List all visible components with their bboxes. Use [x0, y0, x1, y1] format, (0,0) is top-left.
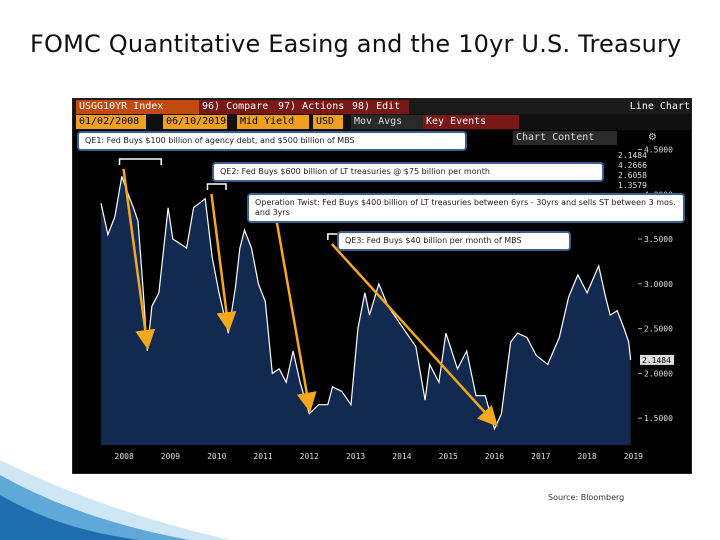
- actions-button[interactable]: 97) Actions: [275, 100, 351, 114]
- yield-line: [100, 176, 632, 431]
- edit-number: 98): [352, 101, 371, 112]
- x-tick-label: 2014: [392, 452, 411, 461]
- y-tick-label: 2.0000: [644, 369, 673, 378]
- legend-value: 2.6058: [618, 171, 647, 180]
- compare-number: 96): [202, 101, 221, 112]
- start-date-field[interactable]: 01/02/2008: [76, 115, 146, 129]
- x-tick-label: 2011: [253, 452, 272, 461]
- qe1-callout: QE1: Fed Buys $100 billion of agency deb…: [77, 131, 467, 151]
- y-tick-label: 2.5000: [644, 325, 673, 334]
- source-note: Source: Bloomberg: [548, 493, 625, 502]
- operation-twist-callout: Operation Twist: Fed Buys $400 billion o…: [247, 193, 685, 223]
- yield-chart: 1.50002.00002.50003.00003.50004.00004.50…: [100, 145, 674, 461]
- x-tick-label: 2008: [115, 452, 134, 461]
- slide-title: FOMC Quantitative Easing and the 10yr U.…: [30, 30, 682, 58]
- bracket-qe1: [118, 158, 162, 165]
- yield-area: [101, 176, 631, 446]
- y-tick-label: 3.5000: [644, 235, 673, 244]
- arrow-qe3: [330, 243, 498, 427]
- end-date-field[interactable]: 06/10/2019: [163, 115, 227, 129]
- actions-number: 97): [278, 101, 297, 112]
- chart-content-button[interactable]: Chart Content: [513, 131, 617, 145]
- qe3-callout: QE3: Fed Buys $40 billion per month of M…: [337, 231, 571, 251]
- x-tick-label: 2012: [300, 452, 319, 461]
- x-tick-label: 2015: [439, 452, 458, 461]
- decorative-wave: [0, 460, 230, 540]
- arrow-qe2: [210, 193, 237, 333]
- x-tick-label: 2016: [485, 452, 504, 461]
- ticker-field[interactable]: USGG10YR Index: [76, 100, 200, 114]
- bloomberg-chart-window: USGG10YR Index 96) Compare 97) Actions 9…: [72, 98, 692, 474]
- x-tick-label: 2019: [624, 452, 643, 461]
- qe2-callout: QE2: Fed Buys $600 billion of LT treasur…: [212, 162, 604, 182]
- terminal-filter-bar: 01/02/2008 06/10/2019 Mid Yield USD Mov …: [73, 114, 691, 130]
- arrow-qe1: [122, 168, 156, 350]
- arrow-operation-twist: [275, 218, 317, 413]
- edit-button[interactable]: 98) Edit: [349, 100, 409, 114]
- last-price-value: 2.1484: [642, 356, 671, 365]
- legend-value: 1.3579: [618, 181, 647, 190]
- gear-icon[interactable]: ⚙: [648, 132, 657, 143]
- key-events-toggle[interactable]: Key Events: [423, 115, 519, 129]
- last-price-tag: [640, 354, 674, 365]
- mov-avgs-toggle[interactable]: Mov Avgs: [351, 115, 423, 129]
- compare-button[interactable]: 96) Compare: [199, 100, 277, 114]
- chart-type-label: Line Chart: [629, 101, 690, 112]
- x-tick-label: 2009: [161, 452, 180, 461]
- legend-value: 4.2666: [618, 161, 647, 170]
- x-tick-label: 2017: [531, 452, 550, 461]
- y-tick-label: 3.0000: [644, 280, 673, 289]
- x-tick-label: 2018: [577, 452, 596, 461]
- terminal-toolbar: USGG10YR Index 96) Compare 97) Actions 9…: [73, 99, 691, 114]
- currency-select[interactable]: USD: [313, 115, 343, 129]
- legend-value: 2.1484: [618, 151, 647, 160]
- y-tick-label: 1.5000: [644, 414, 673, 423]
- field-select[interactable]: Mid Yield: [237, 115, 309, 129]
- x-tick-label: 2013: [346, 452, 365, 461]
- y-tick-label: 4.5000: [644, 145, 673, 154]
- bracket-qe2: [206, 183, 227, 190]
- x-tick-label: 2010: [207, 452, 226, 461]
